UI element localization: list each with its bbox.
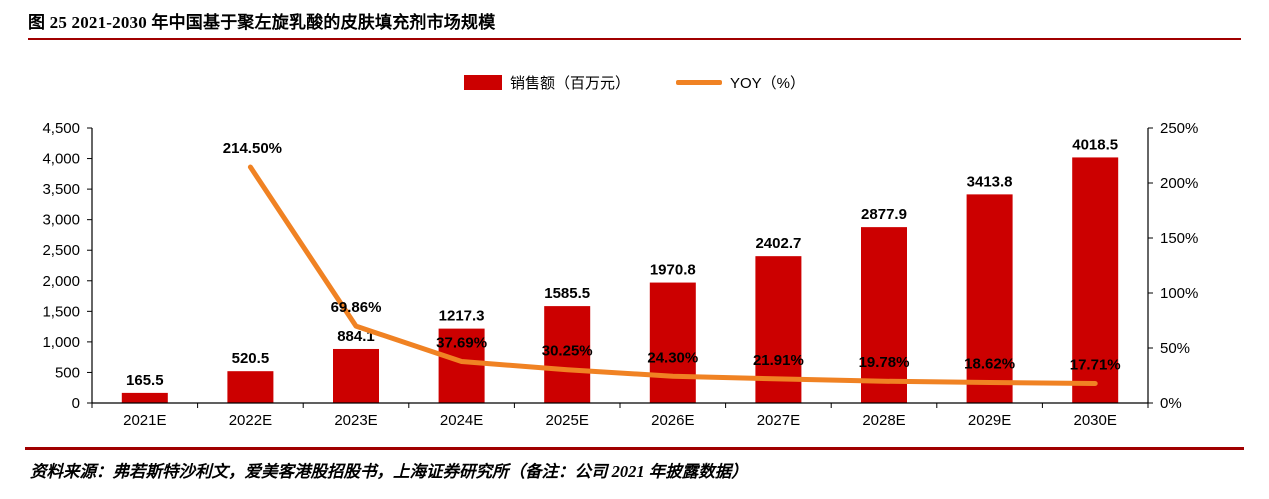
bar-label-2025E: 1585.5 <box>544 285 590 302</box>
bar-label-2027E: 2402.7 <box>755 235 801 252</box>
bar-2030E <box>1072 157 1119 403</box>
bar-label-2029E: 3413.8 <box>967 173 1013 190</box>
title-rule <box>28 38 1241 40</box>
yoy-label-2027E: 21.91% <box>753 352 804 369</box>
right-axis-label: 250% <box>1160 120 1198 137</box>
right-axis-label: 100% <box>1160 285 1198 302</box>
x-axis-label-2029E: 2029E <box>968 412 1011 429</box>
bar-label-2026E: 1970.8 <box>650 262 696 279</box>
bar-label-2024E: 1217.3 <box>439 308 485 325</box>
right-axis-label: 150% <box>1160 230 1198 247</box>
right-axis-label: 200% <box>1160 175 1198 192</box>
left-axis-label: 3,000 <box>42 212 80 229</box>
left-axis-label: 1,500 <box>42 303 80 320</box>
bar-label-2021E: 165.5 <box>126 372 164 389</box>
x-axis-label-2030E: 2030E <box>1074 412 1117 429</box>
bar-series-swatch <box>463 75 502 90</box>
bar-label-2030E: 4018.5 <box>1072 136 1118 153</box>
yoy-label-2026E: 24.30% <box>647 349 698 366</box>
x-axis-label-2026E: 2026E <box>651 412 694 429</box>
source-rule <box>25 447 1244 450</box>
x-axis-label-2025E: 2025E <box>546 412 589 429</box>
left-axis-label: 4,500 <box>42 120 80 137</box>
right-axis-label: 50% <box>1160 340 1190 357</box>
left-axis-label: 1,000 <box>42 334 80 351</box>
yoy-line <box>247 164 1098 387</box>
left-axis-label: 2,500 <box>42 242 80 259</box>
line-series-swatch <box>676 80 722 85</box>
x-axis-label-2024E: 2024E <box>440 412 483 429</box>
legend-item-yoy: YOY（%） <box>676 72 805 93</box>
yoy-label-2022E: 214.50% <box>223 140 282 157</box>
legend-line-label: YOY（%） <box>730 75 806 92</box>
x-axis-label-2027E: 2027E <box>757 412 800 429</box>
left-axis-label: 500 <box>55 364 80 381</box>
left-axis-label: 3,500 <box>42 181 80 198</box>
bar-label-2028E: 2877.9 <box>861 206 907 223</box>
yoy-label-2024E: 37.69% <box>436 335 487 352</box>
yoy-label-2030E: 17.71% <box>1070 357 1121 374</box>
x-axis-label-2021E: 2021E <box>123 412 166 429</box>
x-axis-label-2023E: 2023E <box>334 412 377 429</box>
chart-legend: 销售额（百万元） YOY（%） <box>0 72 1269 93</box>
left-axis-label: 2,000 <box>42 273 80 290</box>
yoy-label-2023E: 69.86% <box>331 299 382 316</box>
left-axis-label: 4,000 <box>42 151 80 168</box>
bar-2024E <box>438 328 485 403</box>
bar-2028E <box>861 227 907 403</box>
figure-title: 图 25 2021-2030 年中国基于聚左旋乳酸的皮肤填充剂市场规模 <box>28 13 496 32</box>
bar-2026E <box>649 282 696 403</box>
bar-2025E <box>544 306 591 403</box>
yoy-label-2028E: 19.78% <box>859 354 910 371</box>
right-axis-label: 0% <box>1160 395 1182 412</box>
bar-label-2023E: 884.1 <box>337 328 375 345</box>
legend-bar-label: 销售额（百万元） <box>509 75 630 92</box>
left-axis-label: 0 <box>72 395 80 412</box>
bar-label-2022E: 520.5 <box>232 350 270 367</box>
bar-2022E <box>227 371 274 403</box>
bar-2029E <box>966 194 1013 403</box>
legend-item-sales: 销售额（百万元） <box>463 72 630 93</box>
x-axis-label-2022E: 2022E <box>229 412 272 429</box>
source-note: 资料来源：弗若斯特沙利文，爱美客港股招股书，上海证券研究所（备注：公司 2021… <box>30 462 748 481</box>
yoy-label-2029E: 18.62% <box>964 356 1015 373</box>
bar-2023E <box>333 348 379 403</box>
yoy-label-2025E: 30.25% <box>542 343 593 360</box>
bar-2021E <box>121 392 168 403</box>
x-axis-label-2028E: 2028E <box>862 412 905 429</box>
